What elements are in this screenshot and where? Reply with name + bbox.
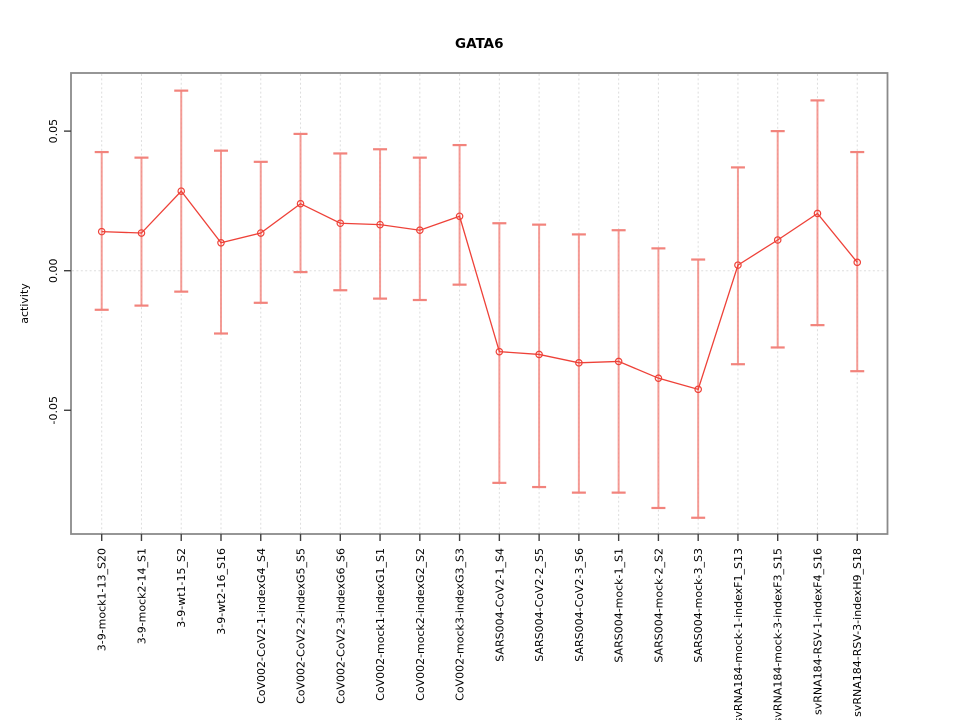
x-tick-label: svRNA184-mock-1-indexF1_S13: [732, 548, 745, 720]
data-point-marker: [575, 359, 583, 367]
x-tick-label: CoV002-mock2-indexG2_S2: [414, 548, 427, 701]
data-point-marker: [694, 385, 702, 394]
data-point-marker: [296, 199, 305, 208]
data-point-marker: [773, 236, 782, 244]
x-tick-label: SARS004-CoV2-2_S5: [533, 548, 546, 662]
x-tick-label: SARS004-CoV2-1_S4: [493, 548, 506, 662]
x-tick-label: CoV002-mock3-indexG3_S3: [454, 548, 467, 701]
data-point-marker: [376, 220, 384, 229]
x-tick-label: svRNA184-RSV-1-indexF4_S16: [811, 548, 824, 715]
data-point-marker: [137, 229, 146, 237]
data-point-marker: [256, 229, 265, 237]
data-point-marker: [217, 238, 225, 247]
series-line: [101, 190, 858, 391]
x-tick-label: svRNA184-mock-3-indexF3_S15: [772, 548, 785, 720]
x-tick-label: SARS004-mock-1_S1: [613, 548, 626, 663]
data-point-marker: [336, 219, 345, 228]
plot-frame: [70, 72, 889, 535]
y-axis-title: activity: [18, 283, 31, 324]
x-tick-label: CoV002-CoV2-3-indexG6_S6: [334, 548, 347, 704]
x-tick-label: 3-9-wt2-16_S16: [215, 548, 228, 635]
x-tick-label: 3-9-mock2-14_S1: [135, 548, 148, 644]
data-point-marker: [614, 357, 623, 366]
x-tick-label: CoV002-CoV2-1-indexG4_S4: [255, 548, 268, 704]
data-point-marker: [654, 374, 663, 382]
x-tick-label: SARS004-mock-2_S2: [652, 548, 665, 663]
data-point-marker: [177, 187, 186, 195]
x-tick-label: 3-9-wt1-15_S2: [175, 548, 188, 628]
x-tick-label: CoV002-CoV2-2-indexG5_S5: [295, 548, 308, 704]
data-point-marker: [813, 209, 822, 218]
x-tick-label: 3-9-mock1-13_S20: [96, 548, 109, 651]
data-point-marker: [455, 212, 464, 221]
data-point-marker: [734, 261, 742, 269]
x-tick-label: CoV002-mock1-indexG1_S1: [374, 548, 387, 701]
x-tick-label: svRNA184-RSV-3-indexH9_S18: [851, 548, 864, 717]
data-point-marker: [416, 226, 424, 235]
y-tick-label: -0.05: [47, 396, 60, 424]
y-tick-label: 0.05: [47, 119, 60, 144]
data-point-marker: [495, 347, 504, 356]
chart-title: GATA6: [455, 36, 503, 52]
y-tick-label: 0.00: [47, 258, 60, 283]
x-tick-label: SARS004-CoV2-3_S6: [573, 548, 586, 662]
x-tick-label: SARS004-mock-3_S3: [692, 548, 705, 663]
data-point-marker: [853, 258, 862, 267]
data-point-marker: [535, 350, 543, 359]
data-point-marker: [97, 227, 106, 236]
